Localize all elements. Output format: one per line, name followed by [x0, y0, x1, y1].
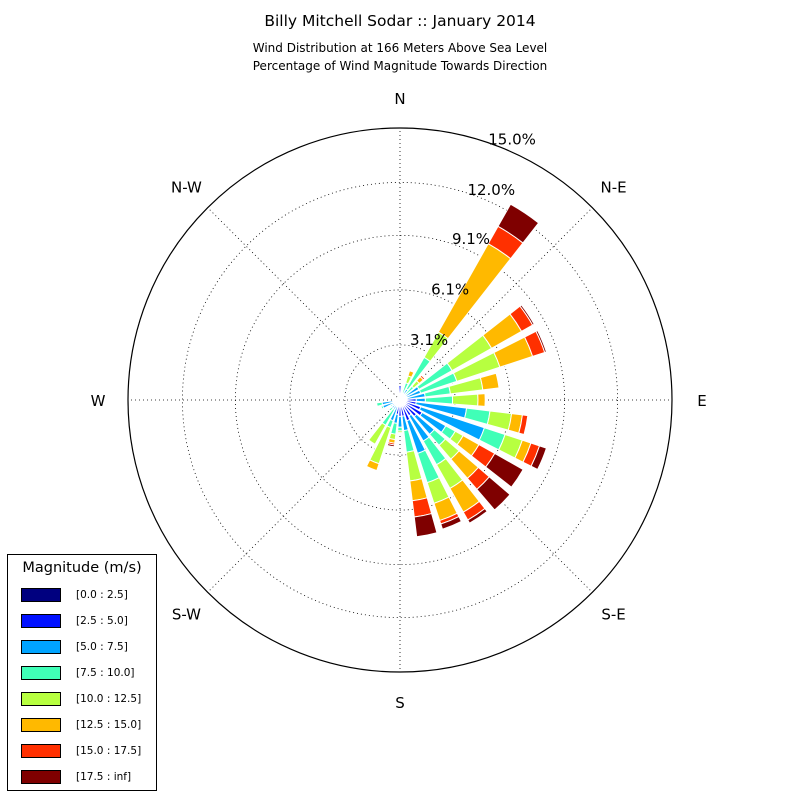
axis-labels: 3.1% 6.1% 9.1% 12.0% 15.0% N N-E E S-E S S-W W N-W [91, 90, 707, 712]
legend-swatch [21, 614, 61, 628]
direction-label: N-E [600, 178, 626, 196]
bar-segment [476, 476, 511, 511]
sector-bar [398, 395, 401, 401]
bar-segment [415, 397, 426, 403]
legend-label: [17.5 : inf] [76, 771, 132, 783]
legend-swatch [21, 588, 61, 602]
bar-segment [388, 406, 394, 412]
legend-label: [12.5 : 15.0] [76, 719, 142, 731]
sector-bar [399, 372, 500, 401]
sector-bar [399, 399, 548, 471]
bar-segment [419, 374, 426, 381]
bar-segment [398, 395, 401, 401]
sector-bar [399, 399, 438, 538]
legend-entry: [7.5 : 10.0] [21, 666, 156, 680]
bar-segment [530, 445, 548, 471]
bar-segment [519, 304, 535, 326]
bar-segment [424, 395, 454, 405]
bar-segment [464, 407, 491, 425]
grid-circle [181, 181, 619, 619]
bar-segment [484, 452, 524, 488]
legend-entry: [0.0 : 2.5] [21, 588, 156, 602]
sector-bar [399, 399, 488, 524]
bar-segment [479, 372, 500, 391]
chart-title: Billy Mitchell Sodar :: January 2014 [264, 12, 536, 30]
direction-label: S [395, 694, 405, 712]
sector-bar [399, 370, 415, 401]
bar-segment [368, 422, 387, 445]
legend-label: [7.5 : 10.0] [76, 667, 135, 679]
bar-segment [497, 203, 540, 244]
radial-tick-label: 12.0% [467, 181, 515, 199]
legend-label: [0.0 : 2.5] [76, 589, 128, 601]
bar-segment [440, 515, 462, 530]
bar-segment [376, 401, 384, 407]
radial-tick-label: 3.1% [410, 331, 448, 349]
legend-entry: [10.0 : 12.5] [21, 692, 156, 706]
bar-segment [397, 430, 403, 434]
legend-entry: [15.0 : 17.5] [21, 744, 156, 758]
bar-segment [380, 405, 385, 410]
legend-label: [2.5 : 5.0] [76, 615, 128, 627]
grid-spoke [399, 207, 593, 401]
legend-label: [10.0 : 12.5] [76, 693, 142, 705]
direction-label: S-W [172, 606, 201, 624]
bar-segment [518, 414, 529, 436]
sector-bar [386, 399, 401, 448]
bar-segment [398, 384, 402, 396]
grid-spoke [207, 399, 401, 593]
bar-segment [386, 443, 396, 448]
sector-bar [399, 203, 540, 401]
sector-bar [399, 304, 535, 401]
sector-bar [397, 399, 403, 434]
wind-bars [365, 203, 548, 538]
radial-tick-label: 9.1% [452, 230, 490, 248]
bar-segment [451, 393, 479, 407]
bar-segment [397, 415, 403, 428]
legend-swatch [21, 718, 61, 732]
legend-swatch [21, 666, 61, 680]
legend-label: [5.0 : 7.5] [76, 641, 128, 653]
bar-segment [407, 370, 415, 379]
radial-tick-label: 6.1% [431, 280, 469, 298]
legend-label: [15.0 : 17.5] [76, 745, 142, 757]
legend-entry: [5.0 : 7.5] [21, 640, 156, 654]
legend-title: Magnitude (m/s) [22, 560, 142, 576]
sector-bar [399, 399, 462, 530]
grid-spoke [207, 207, 401, 401]
bar-segment [397, 426, 403, 432]
legend-entry: [12.5 : 15.0] [21, 718, 156, 732]
bar-segment [486, 410, 513, 431]
outer-circle [127, 127, 673, 673]
sector-bar [399, 399, 511, 511]
direction-label: S-E [601, 606, 625, 624]
direction-label: N [394, 90, 405, 108]
grid-circle [289, 289, 511, 511]
legend: Magnitude (m/s) [0.0 : 2.5] [2.5 : 5.0] [5… [7, 554, 157, 791]
bar-segment [409, 477, 428, 502]
legend-swatch [21, 770, 61, 784]
chart-subtitle-line-2: Percentage of Wind Magnitude Towards Dir… [252, 59, 548, 73]
legend-entry: [2.5 : 5.0] [21, 614, 156, 628]
radial-tick-label: 15.0% [488, 131, 536, 149]
sector-bar [399, 329, 548, 401]
chart-subtitle-line-1: Wind Distribution at 166 Meters Above Se… [252, 41, 548, 55]
sector-bar [399, 399, 529, 436]
legend-swatch [21, 744, 61, 758]
direction-label: W [91, 392, 106, 410]
bar-segment [535, 329, 548, 354]
legend-swatch [21, 640, 61, 654]
bar-segment [467, 507, 488, 524]
legend-swatch [21, 692, 61, 706]
direction-label: N-W [171, 178, 202, 196]
sector-bar [365, 399, 401, 472]
bar-segment [477, 393, 486, 407]
direction-label: E [697, 392, 706, 410]
bar-segment [413, 512, 438, 538]
bar-segment [365, 459, 380, 472]
sector-bar [399, 393, 486, 407]
legend-entry: [17.5 : inf] [21, 770, 156, 784]
